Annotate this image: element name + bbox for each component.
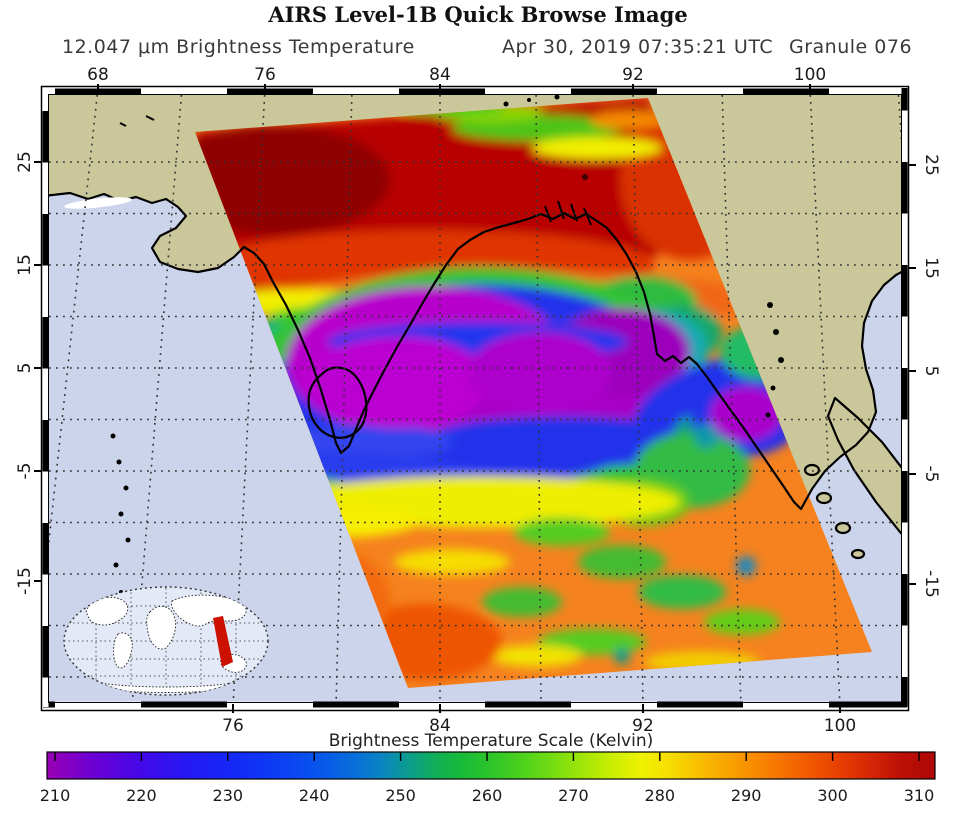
- island: [836, 523, 850, 533]
- rann-of-kutch-white-patch: [64, 197, 132, 209]
- delta-rivers: [544, 200, 592, 226]
- coastlines: [49, 115, 901, 560]
- axis-label-top: 100: [794, 65, 826, 85]
- island-outline: [815, 491, 833, 505]
- colorbar-tick-label: 210: [40, 786, 71, 805]
- colorbar-gradient: [46, 751, 936, 780]
- subtitle-granule: Granule 076: [789, 36, 912, 58]
- colorbar-tick-label: 310: [904, 786, 935, 805]
- graticule: [49, 94, 901, 703]
- axis-bottom: 76 84 92 100: [222, 704, 856, 736]
- axis-label-right: 15: [921, 257, 941, 279]
- axis-label-bottom: 100: [824, 716, 856, 736]
- inset-swath-marker: [213, 616, 233, 667]
- colorbar-tick-label: 230: [213, 786, 244, 805]
- sri-lanka-coastline: [307, 366, 368, 439]
- figure-title: AIRS Level-1B Quick Browse Image: [267, 2, 687, 27]
- axis-label-left: -15: [15, 567, 35, 595]
- axis-label-right: 5: [921, 366, 941, 377]
- axis-label-left: 15: [15, 254, 35, 276]
- axis-label-right: 25: [921, 154, 941, 176]
- tibet-lake-marks: [119, 115, 155, 127]
- axis-label-right: -5: [921, 466, 941, 483]
- axis-label-left: 25: [15, 151, 35, 173]
- map-frame: [40, 85, 910, 712]
- axis-ticks-bottom: [232, 704, 841, 713]
- axis-label-top: 84: [429, 65, 451, 85]
- colorbar-ticks: [54, 752, 920, 761]
- colorbar-tick-labels: 210 220 230 240 250 260 270 280 290 300 …: [40, 786, 935, 805]
- asia-india-coastline: [49, 191, 901, 511]
- island: [817, 493, 831, 503]
- axis-ticks-left: [34, 161, 41, 582]
- axis-label-top: 76: [254, 65, 276, 85]
- axis-label-bottom: 84: [429, 716, 451, 736]
- island: [852, 550, 864, 558]
- axis-label-bottom: 92: [632, 716, 654, 736]
- axis-label-top: 68: [87, 65, 109, 85]
- island: [805, 465, 819, 475]
- axis-label-right: -15: [921, 570, 941, 598]
- subtitle-datetime: Apr 30, 2019 07:35:21 UTC: [502, 36, 773, 58]
- island-outline: [803, 463, 821, 477]
- sumatra-coastline: [826, 396, 901, 535]
- sumatra-landmass: [828, 398, 901, 534]
- small-islands-dots: [110, 94, 784, 647]
- inset-continents: [85, 594, 247, 693]
- colorbar-tick-label: 290: [731, 786, 762, 805]
- axis-label-left: 5: [15, 363, 35, 374]
- axis-label-bottom: 76: [222, 716, 244, 736]
- colorbar-tick-label: 260: [472, 786, 503, 805]
- axis-label-top: 92: [622, 65, 644, 85]
- colorbar-tick-label: 280: [645, 786, 676, 805]
- colorbar: Brightness Temperature Scale (Kelvin) 21…: [40, 731, 936, 805]
- axis-left: 25 15 5 -5 -15: [15, 151, 41, 595]
- axis-right: 25 15 5 -5 -15: [909, 154, 941, 598]
- inset-world-map: [63, 586, 269, 696]
- map-area: [49, 94, 901, 703]
- island-outline: [834, 521, 852, 535]
- axis-ticks-right: [909, 164, 916, 585]
- subtitle-measurement: 12.047 μm Brightness Temperature: [62, 36, 415, 58]
- colorbar-tick-label: 270: [558, 786, 589, 805]
- island-outline: [850, 548, 866, 560]
- colorbar-tick-label: 250: [385, 786, 416, 805]
- colorbar-tick-label: 220: [126, 786, 157, 805]
- colorbar-title: Brightness Temperature Scale (Kelvin): [329, 731, 654, 751]
- axis-label-left: -5: [15, 463, 35, 480]
- colorbar-tick-label: 240: [299, 786, 330, 805]
- colorbar-tick-label: 300: [817, 786, 848, 805]
